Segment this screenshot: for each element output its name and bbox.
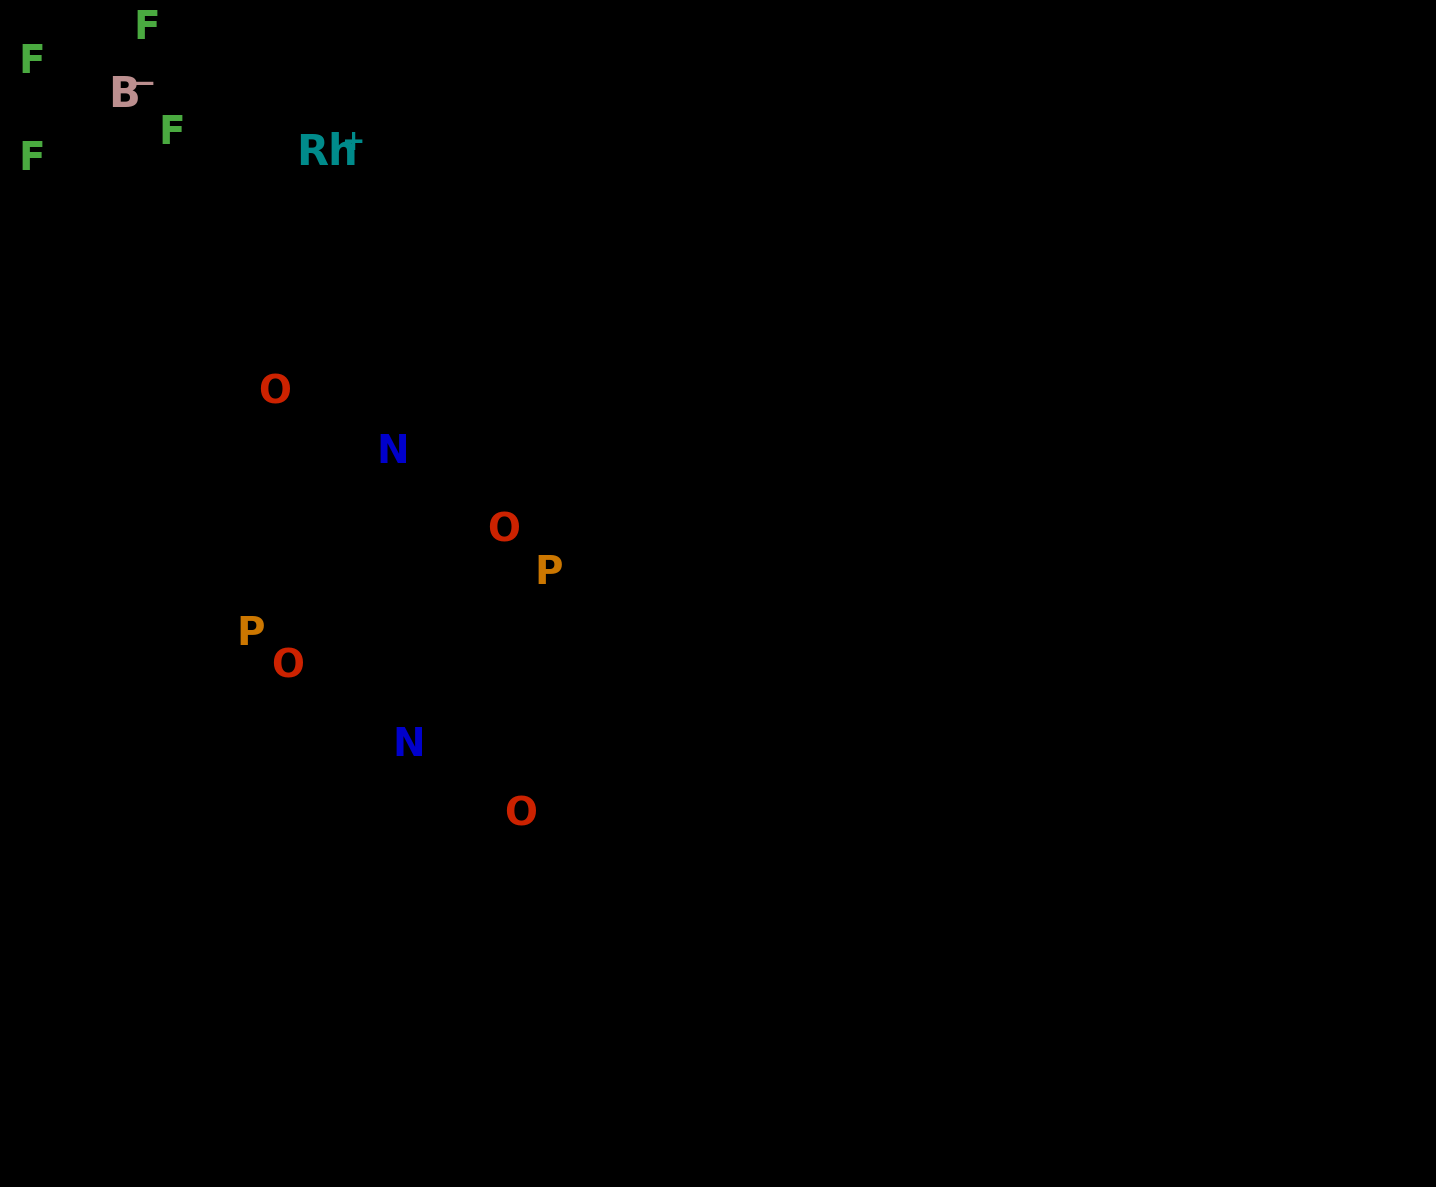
Text: O: O [487, 510, 520, 550]
Text: O: O [258, 373, 292, 411]
Text: F: F [158, 114, 185, 152]
Text: P: P [236, 615, 264, 653]
Text: F: F [134, 9, 159, 47]
Text: +: + [342, 128, 365, 155]
Text: N: N [392, 726, 425, 764]
Text: B: B [108, 74, 139, 116]
Text: F: F [19, 43, 45, 81]
Text: −: − [134, 70, 157, 99]
Text: O: O [271, 647, 304, 685]
Text: P: P [534, 554, 563, 592]
Text: N: N [376, 433, 409, 471]
Text: O: O [504, 796, 537, 834]
Text: F: F [19, 140, 45, 178]
Text: Rh: Rh [296, 132, 358, 174]
